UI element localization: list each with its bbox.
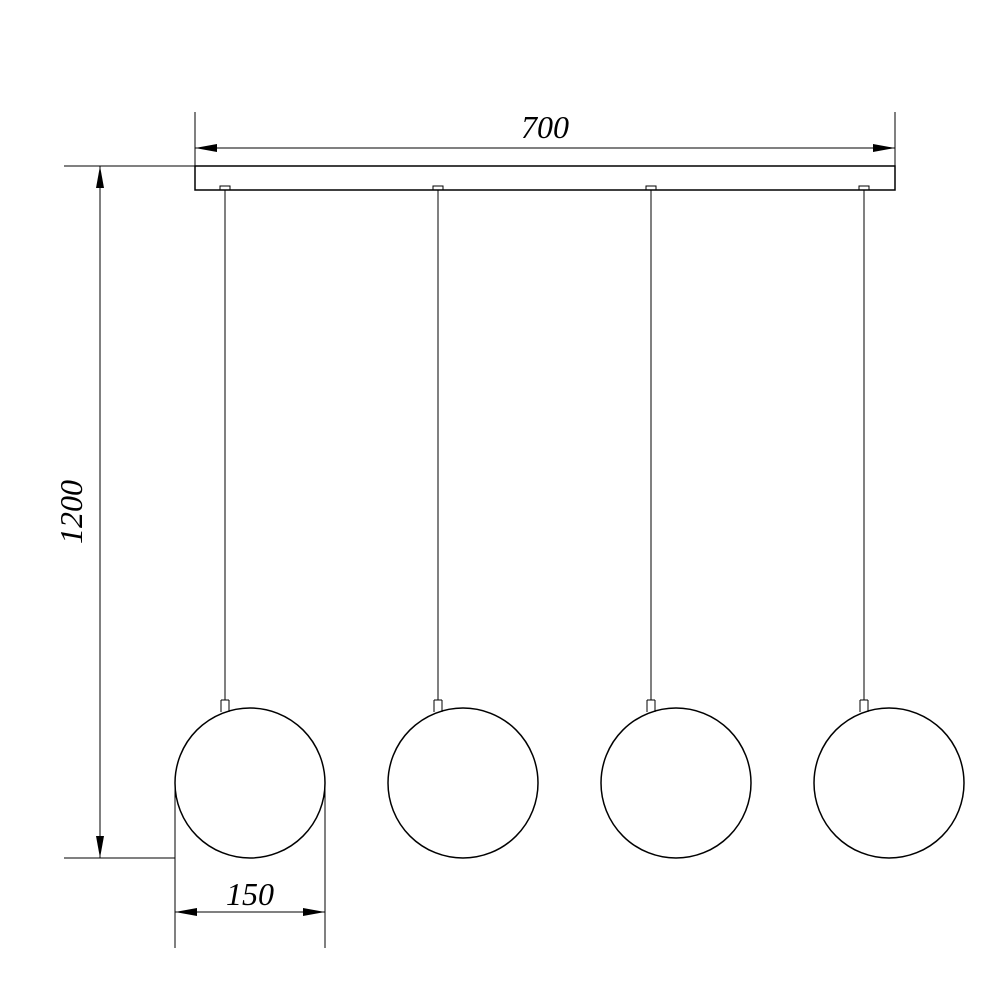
dimension-sphere-label: 150 <box>226 876 274 912</box>
ceiling-bar <box>195 166 895 190</box>
pendant-2 <box>388 186 538 858</box>
dimension-width: 700 <box>195 109 895 166</box>
pendant-1 <box>175 186 325 858</box>
technical-drawing: 700 1200 <box>0 0 1000 1000</box>
dimension-width-label: 700 <box>521 109 569 145</box>
dimension-height: 1200 <box>53 166 195 858</box>
pendant-sphere <box>388 708 538 858</box>
dimension-height-label: 1200 <box>53 480 89 544</box>
pendant-sphere <box>601 708 751 858</box>
pendant-3 <box>601 186 751 858</box>
pendant-sphere <box>814 708 964 858</box>
pendant-4 <box>814 186 964 858</box>
dimension-sphere: 150 <box>175 783 325 948</box>
pendant-sphere <box>175 708 325 858</box>
